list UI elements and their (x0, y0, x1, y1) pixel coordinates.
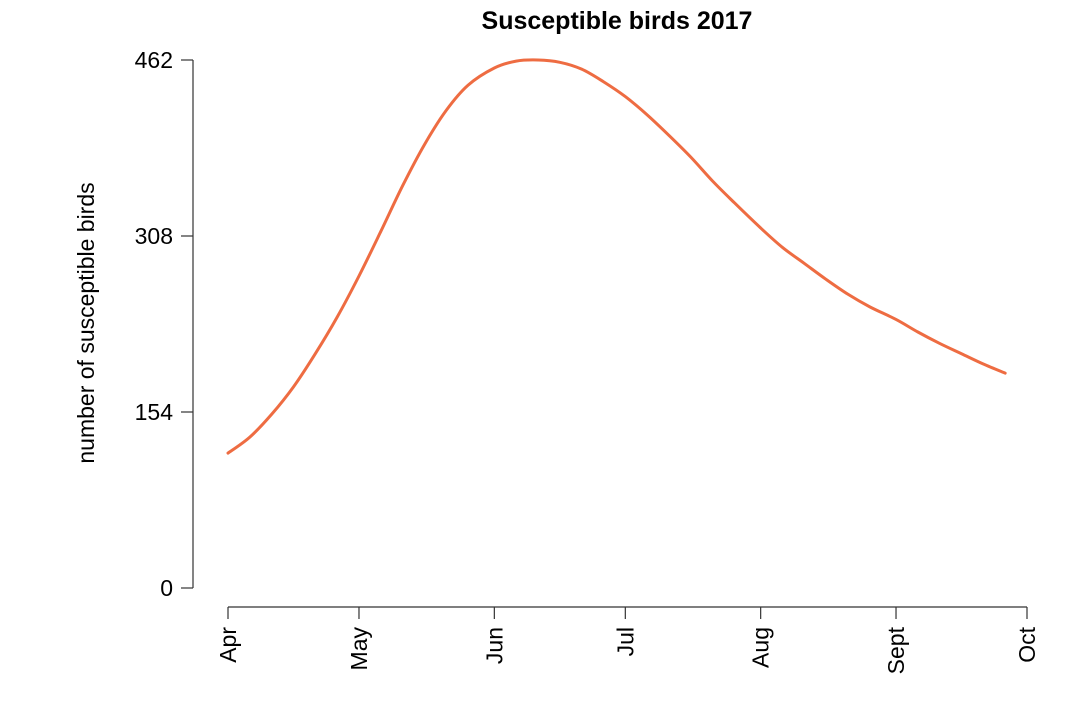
y-axis-ticks: 0 154 308 462 (135, 47, 193, 601)
x-axis-ticks: Apr May Jun Jul Aug Sept Oct (215, 607, 1040, 674)
series-group (226, 58, 1007, 455)
x-tick-label: Sept (883, 626, 909, 674)
y-tick-label: 154 (135, 399, 174, 425)
y-tick-label: 462 (135, 47, 173, 73)
y-tick-label: 308 (135, 223, 173, 249)
y-tick-label: 0 (160, 575, 173, 601)
x-tick-label: May (346, 627, 372, 671)
y-axis-label: number of susceptible birds (73, 182, 99, 463)
x-tick-label: Jul (612, 627, 638, 656)
x-tick-label: Oct (1014, 626, 1040, 662)
x-tick-label: Apr (215, 627, 241, 663)
x-tick-label: Jun (481, 627, 507, 664)
x-tick-label: Aug (748, 627, 774, 668)
chart-title: Susceptible birds 2017 (482, 7, 753, 35)
series-line (226, 58, 1007, 455)
